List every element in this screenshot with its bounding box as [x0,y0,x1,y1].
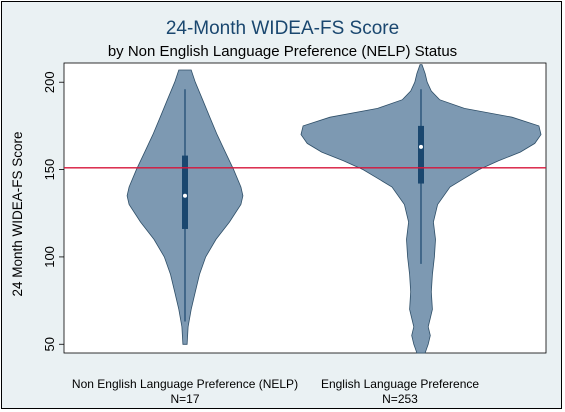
violin-median-marker [183,193,187,198]
violin-iqr-box [182,155,188,229]
chart-title: 24-Month WIDEA-FS Score [165,18,400,39]
x-category-n: N=253 [382,392,418,406]
y-tick-label: 200 [42,71,57,93]
violin-iqr-box [418,125,424,184]
violin-median-marker [419,144,423,149]
x-category-label: Non English Language Preference (NELP) [71,377,299,391]
y-tick-label: 100 [42,246,57,268]
chart-subtitle: by Non English Language Preference (NELP… [107,43,458,60]
y-tick-label: 50 [42,337,57,351]
x-category-label: English Language Preference [320,377,480,391]
x-category-n: N=17 [170,392,200,406]
y-tick-label: 150 [42,159,57,181]
